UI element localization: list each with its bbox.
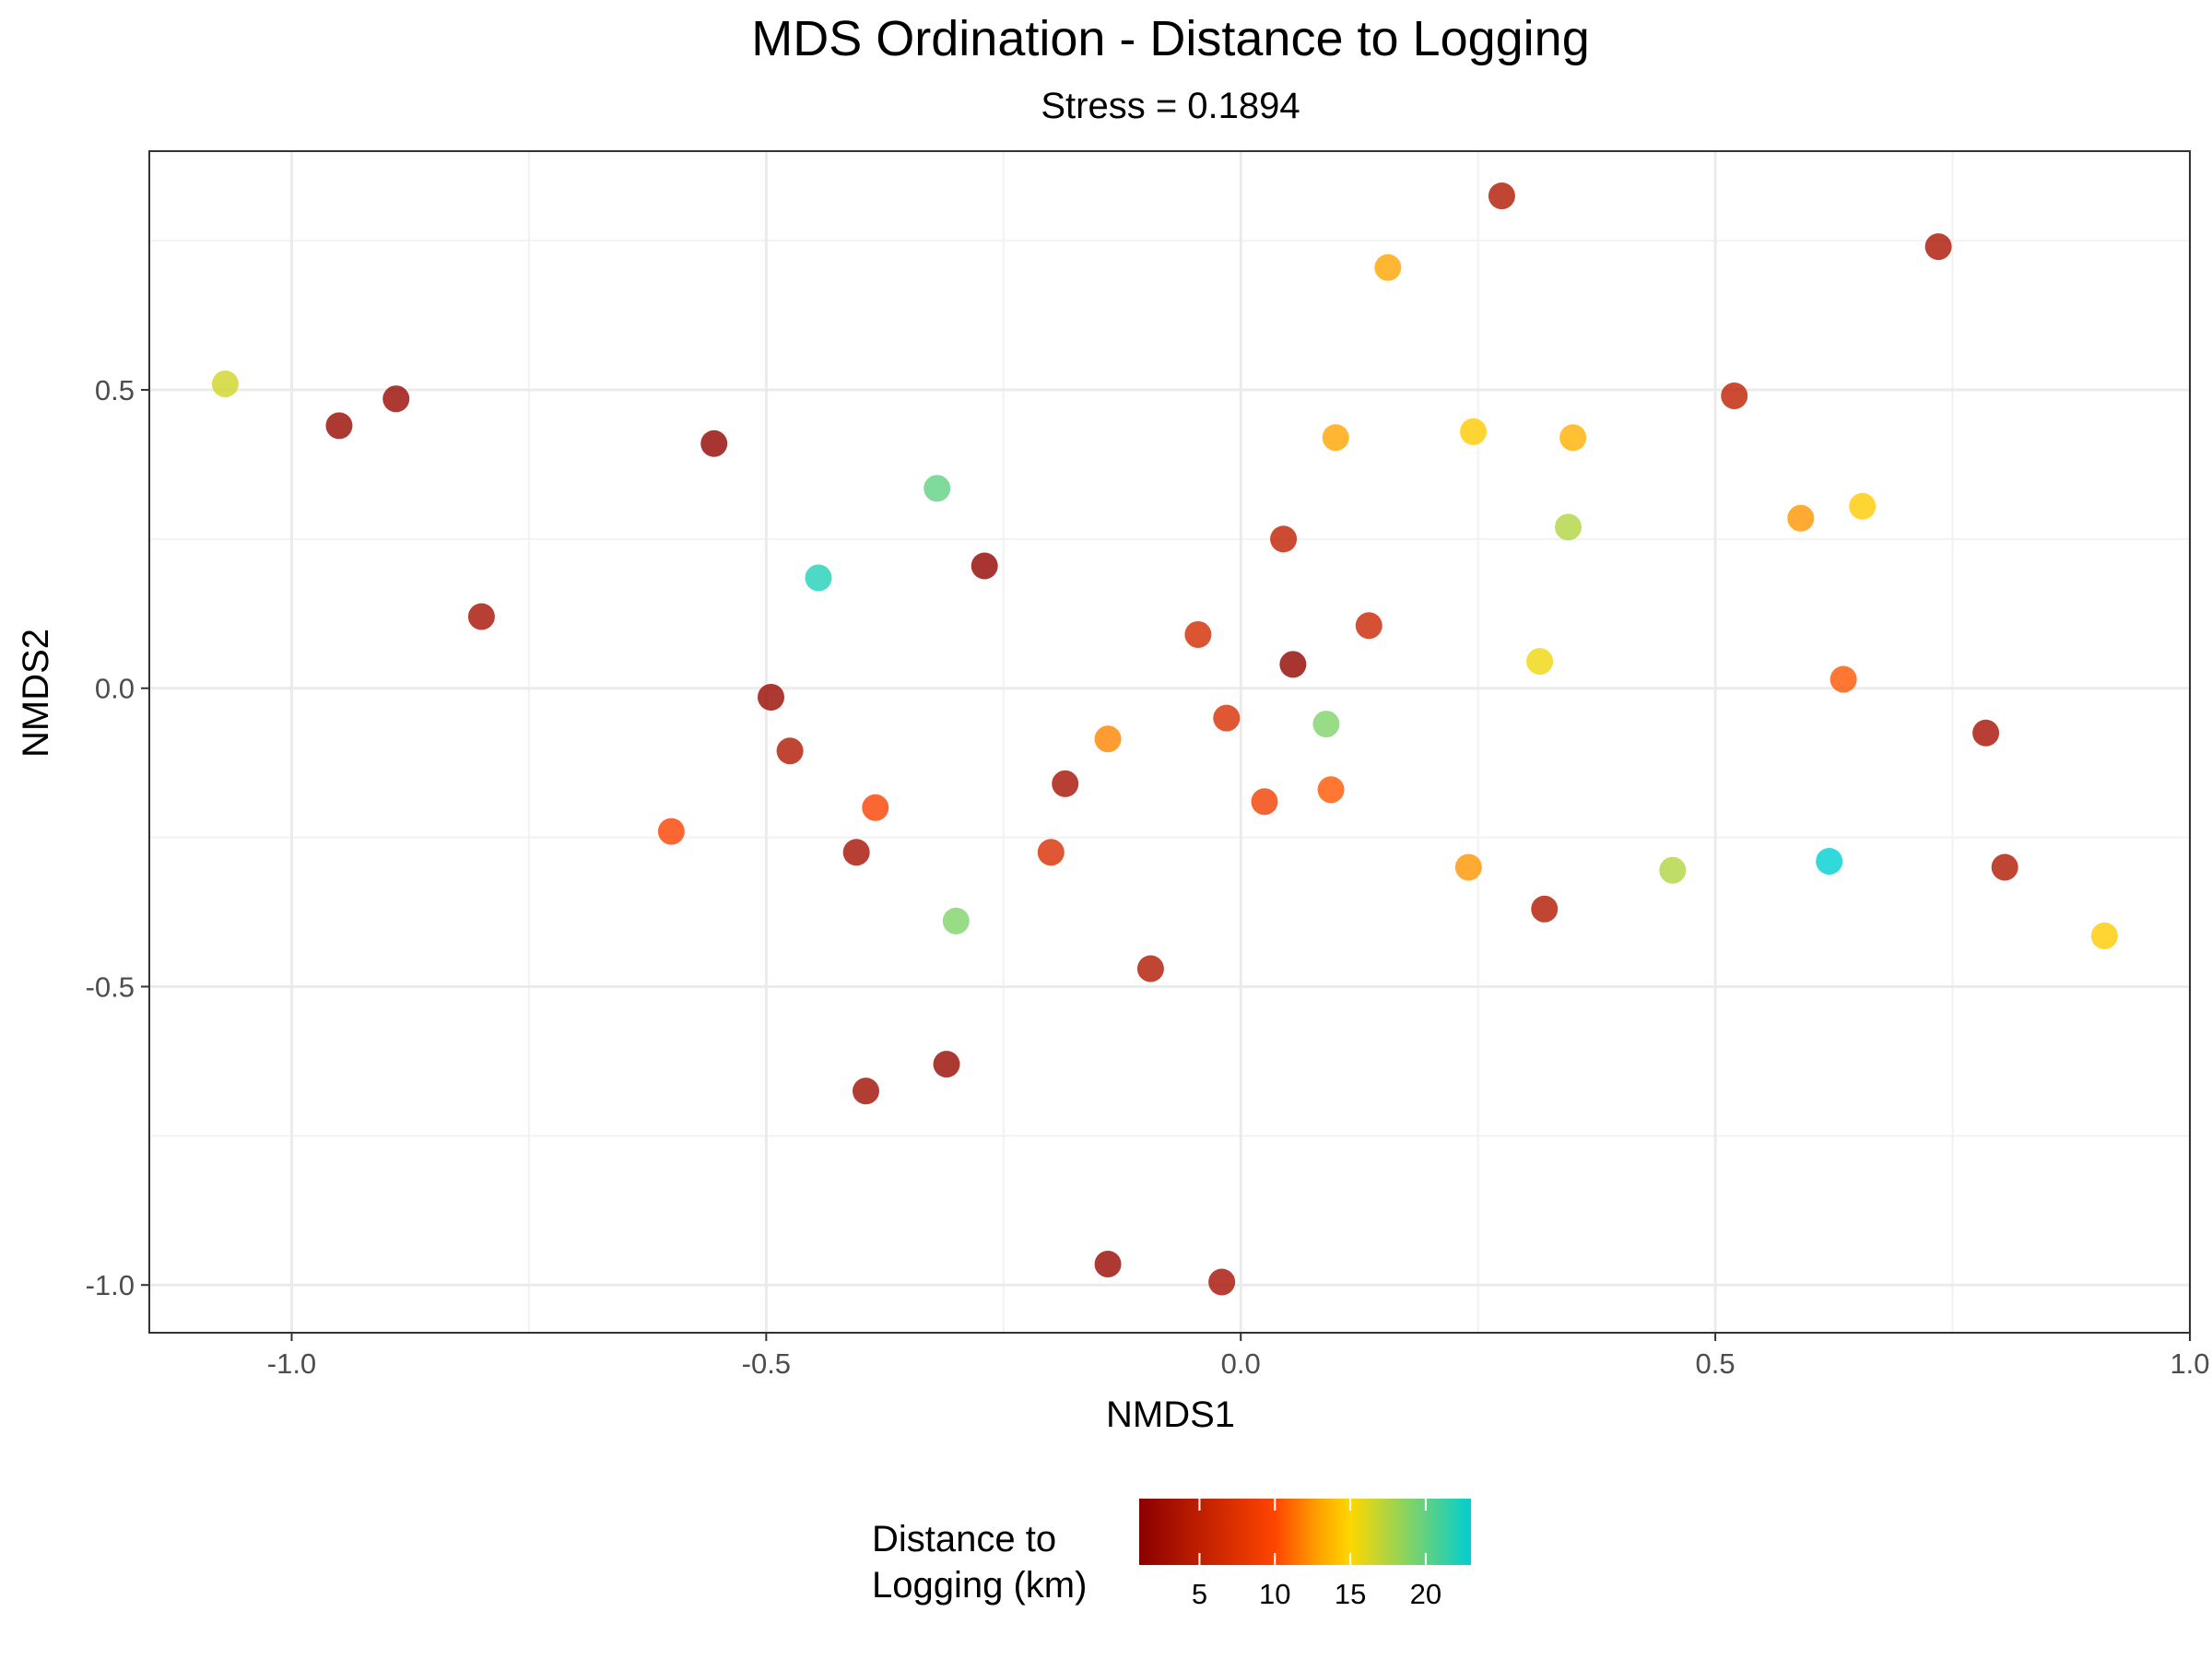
- data-point: [1094, 725, 1122, 753]
- legend-ticks: 5 10 15 20: [1192, 1499, 1441, 1610]
- data-point: [942, 907, 970, 935]
- data-point: [1317, 776, 1345, 804]
- x-tick-label: 1.0: [2170, 1347, 2209, 1380]
- data-point: [971, 552, 998, 580]
- data-point: [1531, 895, 1559, 923]
- panel-background: [149, 151, 2190, 1333]
- data-point: [1787, 504, 1815, 532]
- data-point: [325, 412, 353, 440]
- y-tick-label: 0.5: [95, 374, 135, 406]
- data-point: [1849, 492, 1877, 520]
- y-tick-label: 0.0: [95, 673, 135, 705]
- legend-title: Distance to Logging (km): [872, 1519, 1087, 1606]
- data-point: [382, 385, 410, 413]
- data-point: [924, 475, 951, 502]
- chart-subtitle: Stress = 0.1894: [1041, 86, 1300, 126]
- x-tick-label: 0.5: [1696, 1347, 1735, 1380]
- data-point: [862, 794, 889, 821]
- y-tick-label: -1.0: [86, 1269, 135, 1301]
- legend-colorbar: [1139, 1499, 1471, 1565]
- data-point: [1213, 704, 1241, 732]
- x-axis-title: NMDS1: [1106, 1394, 1235, 1435]
- data-point: [757, 683, 784, 711]
- legend-tick-label: 20: [1410, 1578, 1441, 1610]
- data-point: [933, 1051, 960, 1078]
- data-point: [1270, 525, 1298, 553]
- data-point: [1526, 648, 1554, 676]
- data-point: [1279, 651, 1307, 678]
- x-axis: -1.0 -0.5 0.0 0.5 1.0: [267, 1333, 2210, 1380]
- data-point: [1136, 955, 1164, 982]
- plot-panel: [148, 150, 2192, 1334]
- data-point: [1052, 770, 1079, 797]
- x-tick-label: -1.0: [267, 1347, 316, 1380]
- legend-tick-label: 5: [1192, 1578, 1207, 1610]
- chart-title: MDS Ordination - Distance to Logging: [751, 11, 1589, 66]
- data-point: [1559, 424, 1587, 452]
- legend-title-line-2: Logging (km): [872, 1565, 1087, 1606]
- data-point: [1924, 233, 1952, 261]
- panel-border: [148, 150, 2191, 1334]
- data-point: [1312, 711, 1340, 738]
- data-point: [1659, 856, 1687, 884]
- data-point: [2090, 922, 2118, 949]
- x-tick-label: 0.0: [1221, 1347, 1261, 1380]
- y-axis: -1.0 -0.5 0.0 0.5: [86, 374, 149, 1301]
- data-point: [1555, 513, 1583, 541]
- data-point: [1094, 1251, 1122, 1278]
- data-point: [211, 371, 239, 398]
- data-point: [852, 1077, 879, 1105]
- data-point: [1816, 847, 1843, 875]
- data-point: [1208, 1268, 1236, 1296]
- data-point: [1251, 788, 1278, 816]
- color-legend: Distance to Logging (km) 5 10 15 20: [872, 1499, 1471, 1610]
- data-point: [1322, 424, 1349, 452]
- data-point: [1374, 253, 1402, 281]
- y-tick-label: -0.5: [86, 971, 135, 1003]
- legend-tick-label: 15: [1335, 1578, 1366, 1610]
- data-point: [467, 603, 495, 630]
- data-point: [1355, 612, 1382, 640]
- y-axis-title: NMDS2: [16, 629, 56, 758]
- data-point: [1830, 665, 1857, 693]
- data-point: [1721, 382, 1748, 409]
- data-point: [776, 737, 804, 765]
- data-point: [1454, 853, 1482, 881]
- x-tick-label: -0.5: [742, 1347, 791, 1380]
- data-points: [211, 182, 2118, 1296]
- data-point: [700, 429, 728, 457]
- legend-title-line-1: Distance to: [872, 1519, 1056, 1559]
- data-point: [1460, 418, 1488, 445]
- data-point: [1972, 719, 2000, 747]
- data-point: [1488, 182, 1515, 210]
- data-point: [1991, 853, 2018, 881]
- data-point: [805, 564, 832, 592]
- data-point: [1037, 839, 1065, 866]
- legend-tick-label: 10: [1259, 1578, 1290, 1610]
- data-point: [657, 818, 685, 845]
- data-point: [1184, 620, 1212, 648]
- data-point: [842, 839, 870, 866]
